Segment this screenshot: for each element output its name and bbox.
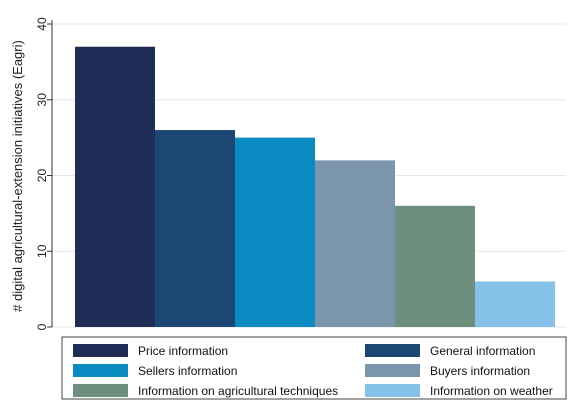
legend: Price information General information Sell… (61, 336, 567, 400)
bar-price-information (75, 46, 155, 327)
bar-sellers-information (235, 137, 315, 327)
y-tick-label: 10 (35, 244, 49, 258)
legend-label: Buyers information (430, 364, 530, 378)
y-tick-label: 20 (35, 169, 49, 183)
legend-label: Price information (138, 344, 228, 358)
legend-label: Sellers information (138, 364, 237, 378)
y-tick-label: 40 (35, 17, 49, 31)
bars (75, 46, 555, 327)
bar-general-information (155, 130, 235, 327)
bar-information-on-agricultural-techniques (395, 205, 475, 327)
legend-swatch (73, 384, 128, 397)
legend-label: General information (430, 344, 535, 358)
legend-swatch (365, 384, 420, 397)
bar-buyers-information (315, 160, 395, 327)
legend-swatch (73, 364, 128, 377)
legend-swatch (365, 344, 420, 357)
legend-label: Information on weather (430, 384, 553, 398)
y-axis-label: # digital agricultural-extension initiat… (10, 40, 25, 312)
legend-label: Information on agricultural techniques (138, 384, 338, 398)
legend-box (61, 336, 567, 400)
legend-swatch (73, 344, 128, 357)
y-tick-label: 30 (35, 93, 49, 107)
legend-swatch (365, 364, 420, 377)
y-axis: 0 10 20 30 40 (35, 17, 53, 330)
y-tick-label: 0 (35, 323, 49, 330)
bar-information-on-weather (475, 281, 555, 327)
